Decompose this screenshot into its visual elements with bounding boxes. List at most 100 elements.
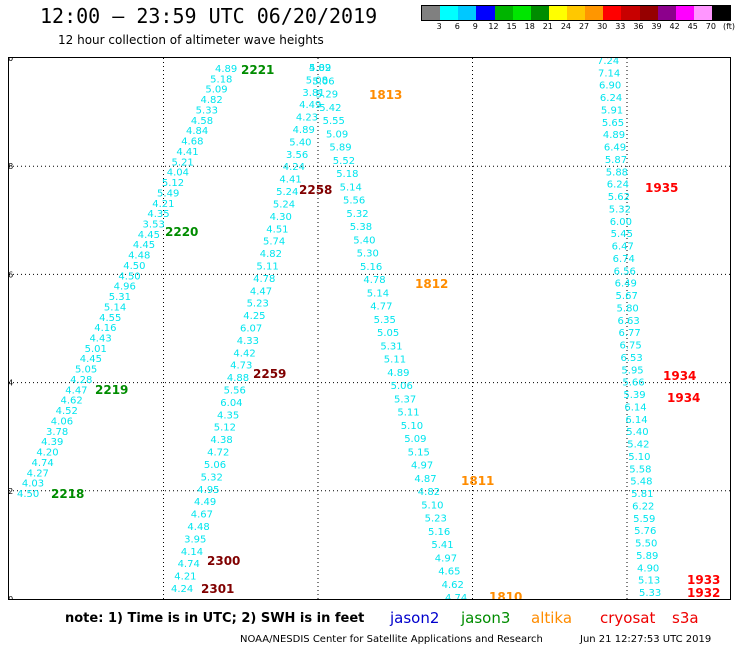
wave-height-label: 5.02 — [309, 63, 331, 74]
color-swatch — [530, 6, 549, 20]
pass-time-label: 1934 — [663, 369, 696, 383]
wave-height-label: 4.04 — [167, 168, 189, 179]
wave-height-label: 5.12 — [214, 423, 236, 434]
wave-height-label: 4.82 — [201, 95, 223, 106]
wave-height-label: 4.67 — [191, 510, 213, 521]
wave-height-label: 4.97 — [435, 553, 457, 564]
wave-height-label: 5.05 — [377, 328, 399, 339]
wave-height-label: 3.81 — [302, 88, 324, 99]
wave-height-label: 3.78 — [46, 427, 68, 438]
wave-height-label: 5.40 — [289, 137, 311, 148]
wave-height-label: 4.89 — [215, 64, 237, 75]
wave-height-label: 4.49 — [194, 497, 216, 508]
wave-height-label: 4.45 — [133, 240, 155, 251]
wave-height-label: 5.52 — [333, 156, 355, 167]
pass-time-label: 2300 — [207, 554, 240, 568]
wave-height-label: 5.91 — [601, 105, 623, 116]
wave-height-label: 4.21 — [174, 572, 196, 583]
color-scale-label: 45 — [687, 22, 698, 31]
wave-height-label: 5.30 — [357, 249, 379, 260]
wave-height-label: 5.42 — [319, 103, 341, 114]
wave-height-label: 6.49 — [604, 143, 626, 154]
wave-height-label: 5.56 — [224, 386, 246, 397]
wave-height-label: 6.14 — [625, 415, 647, 426]
map-svg: 3028262422201651681711741774.5022184.034… — [2, 54, 730, 611]
color-scale-label: 18 — [524, 22, 535, 31]
wave-height-label: 5.41 — [431, 540, 453, 551]
pass-time-label: 2221 — [241, 63, 274, 77]
wave-height-label: 5.16 — [360, 262, 382, 273]
wave-height-label: 5.33 — [196, 105, 218, 116]
page-title: 12:00 – 23:59 UTC 06/20/2019 — [40, 4, 378, 28]
wave-height-label: 5.48 — [630, 477, 652, 488]
wave-height-label: 6.04 — [220, 398, 242, 409]
lat-tick-label: 20 — [9, 595, 13, 599]
lat-tick-label: 30 — [9, 58, 13, 63]
wave-height-label: 5.88 — [606, 167, 628, 178]
wave-height-label: 4.06 — [51, 416, 73, 427]
wave-height-label: 6.24 — [600, 93, 622, 104]
wave-height-label: 4.41 — [279, 175, 301, 186]
color-scale-bar — [421, 5, 731, 21]
wave-height-label: 5.80 — [617, 303, 639, 314]
color-scale-label: 21 — [542, 22, 553, 31]
legend-cryosat: cryosat — [600, 609, 656, 627]
wave-height-label: 5.39 — [623, 390, 645, 401]
pass-time-label: 2259 — [253, 367, 286, 381]
pass-time-label: 1935 — [645, 181, 678, 195]
wave-height-label: 4.47 — [65, 385, 87, 396]
wave-height-label: 4.50 — [118, 271, 140, 282]
pass-time-label: 2220 — [165, 225, 198, 239]
color-scale-label: 39 — [651, 22, 662, 31]
legend-jason3: jason3 — [461, 609, 511, 627]
wave-height-label: 5.01 — [85, 344, 107, 355]
wave-height-label: 4.21 — [152, 199, 174, 210]
wave-height-label: 4.88 — [227, 373, 249, 384]
wave-height-label: 4.65 — [438, 567, 460, 578]
wave-height-label: 4.45 — [138, 230, 160, 241]
wave-height-label: 4.35 — [217, 410, 239, 421]
wave-height-label: 5.95 — [621, 365, 643, 376]
wave-height-label: 5.42 — [627, 440, 649, 451]
wave-height-label: 4.49 — [299, 100, 321, 111]
wave-height-label: 5.55 — [323, 116, 345, 127]
wave-height-label: 3.95 — [184, 534, 206, 545]
color-scale-label: 3 — [436, 22, 442, 31]
wave-height-label: 4.89 — [387, 368, 409, 379]
pass-time-label: 2301 — [201, 582, 234, 596]
wave-height-label: 4.84 — [186, 126, 208, 137]
wave-height-label: 6.47 — [612, 242, 634, 253]
pass-time-label: 2219 — [95, 383, 128, 397]
wave-height-label: 6.07 — [240, 324, 262, 335]
wave-height-label: 5.13 — [638, 576, 660, 587]
pass-time-label: 1812 — [415, 277, 448, 291]
wave-height-label: 4.43 — [89, 334, 111, 345]
footer-note: note: 1) Time is in UTC; 2) SWH is in fe… — [65, 611, 365, 626]
wave-height-label: 5.18 — [336, 169, 358, 180]
wave-height-label: 5.35 — [374, 315, 396, 326]
wave-height-label: 5.06 — [204, 460, 226, 471]
color-swatch — [675, 6, 694, 20]
wave-height-label: 4.39 — [41, 437, 63, 448]
wave-height-label: 5.65 — [602, 118, 624, 129]
wave-height-label: 5.33 — [639, 588, 661, 599]
color-scale-labels: 3 6 9 12 15 18 21 24 27 30 33 36 39 42 45 70 (ft) — [421, 22, 735, 34]
wave-height-label: 4.33 — [237, 336, 259, 347]
wave-height-label: 4.50 — [17, 489, 39, 500]
wave-height-label: 6.49 — [615, 279, 637, 290]
pass-time-label: 1932 — [687, 586, 720, 599]
color-swatch — [440, 6, 459, 20]
wave-height-label: 4.68 — [181, 137, 203, 148]
legend-jason2: jason2 — [390, 609, 440, 627]
wave-height-label: 5.15 — [408, 447, 430, 458]
wave-height-label: 4.58 — [191, 116, 213, 127]
wave-height-label: 5.89 — [636, 551, 658, 562]
wave-height-label: 4.20 — [36, 448, 58, 459]
wave-height-label: 5.40 — [353, 235, 375, 246]
credit-line: NOAA/NESDIS Center for Satellite Applica… — [240, 634, 543, 645]
wave-height-label: 5.50 — [635, 539, 657, 550]
wave-height-label: 6.75 — [619, 341, 641, 352]
wave-height-label: 4.62 — [442, 580, 464, 591]
wave-height-label: 5.31 — [109, 292, 131, 303]
color-scale-label: 12 — [488, 22, 499, 31]
